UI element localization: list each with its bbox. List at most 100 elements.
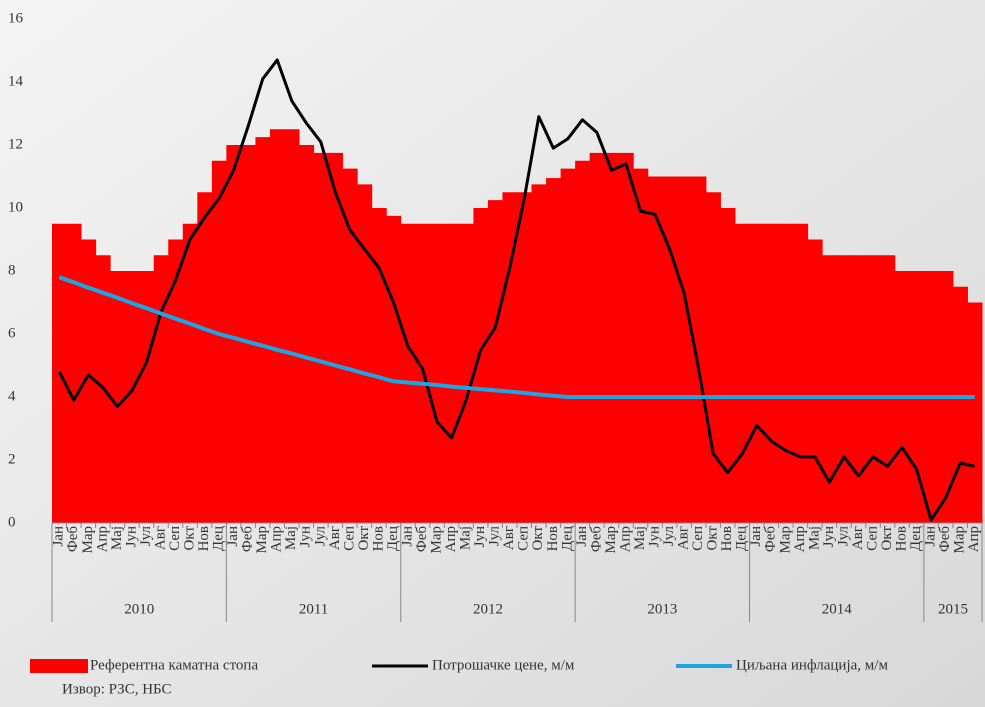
rate-bar — [197, 192, 213, 523]
rate-bar — [400, 223, 416, 523]
x-tick-label: Јун — [646, 526, 662, 547]
x-tick-label: Сеп — [864, 526, 880, 551]
rate-bar — [560, 168, 576, 523]
rate-bar — [502, 192, 518, 523]
rate-bar — [734, 223, 750, 523]
x-tick-label: Мар — [254, 526, 270, 554]
year-label: 2010 — [124, 601, 154, 617]
x-tick-label: Феб — [65, 526, 81, 553]
x-tick-label: Апр — [792, 526, 808, 552]
legend-label: Потрошачке цене, м/м — [432, 657, 575, 673]
rate-bar — [705, 192, 721, 523]
rate-bar — [124, 271, 140, 523]
x-tick-label: Јун — [472, 526, 488, 547]
rate-bar — [647, 176, 663, 523]
x-tick-label: Окт — [530, 526, 546, 551]
x-tick-label: Јул — [312, 525, 328, 546]
rate-bar — [720, 208, 736, 523]
rate-bar — [182, 223, 198, 523]
x-tick-label: Окт — [879, 526, 895, 551]
x-tick-label: Мај — [109, 526, 125, 550]
x-tick-label: Мар — [952, 526, 968, 554]
x-tick-label: Јун — [298, 526, 314, 547]
x-tick-label: Авг — [676, 526, 692, 550]
rate-bar — [865, 255, 881, 523]
rate-bar — [618, 152, 634, 523]
x-tick-label: Окт — [356, 526, 372, 551]
y-tick-label: 6 — [8, 325, 16, 341]
rate-bar — [604, 152, 620, 523]
x-tick-label: Авг — [501, 526, 517, 550]
x-tick-label: Мар — [777, 526, 793, 554]
x-tick-label: Окт — [705, 526, 721, 551]
rate-bar — [255, 137, 271, 523]
line — [58, 275, 975, 399]
rate-bar — [487, 200, 503, 523]
source: Извор: РЗС, НБС — [62, 681, 172, 697]
rate-bar — [880, 255, 896, 523]
x-tick-label: Мај — [632, 526, 648, 550]
rate-bar — [342, 168, 358, 523]
x-tick-label: Јан — [225, 526, 241, 547]
rate-bar — [575, 160, 591, 523]
rate-bar — [952, 286, 968, 523]
x-tick-label: Феб — [240, 526, 256, 553]
rate-bar — [269, 129, 285, 523]
x-tick-label: Јун — [123, 526, 139, 547]
rate-bar — [110, 271, 126, 523]
x-tick-label: Дец — [385, 526, 401, 551]
x-tick-label: Јан — [399, 526, 415, 547]
rate-bar — [807, 239, 823, 523]
rate-bar — [633, 168, 649, 523]
x-tick-label: Дец — [908, 526, 924, 551]
x-tick-label: Окт — [181, 526, 197, 551]
rate-bar — [589, 152, 605, 523]
rate-bar — [153, 255, 169, 523]
rate-bar — [299, 145, 315, 523]
rate-bar — [517, 192, 533, 523]
x-tick-label: Сеп — [341, 526, 357, 551]
year-label: 2014 — [822, 601, 853, 617]
rate-bar — [778, 223, 794, 523]
legend-label: Референтна каматна стопа — [90, 657, 258, 673]
x-tick-label: Нов — [370, 526, 386, 551]
rate-bar — [386, 215, 402, 523]
x-tick-label: Феб — [763, 526, 779, 553]
rate-bar — [284, 129, 300, 523]
rate-bar — [81, 239, 97, 523]
x-tick-label: Јан — [574, 526, 590, 547]
x-tick-label: Апр — [269, 526, 285, 552]
rate-bar — [139, 271, 155, 523]
x-tick-label: Мар — [80, 526, 96, 554]
rate-bar — [371, 208, 387, 523]
x-tick-label: Мај — [283, 526, 299, 550]
year-label: 2015 — [938, 601, 968, 617]
x-tick-label: Авг — [152, 526, 168, 550]
x-tick-label: Апр — [966, 526, 982, 552]
year-label: 2012 — [473, 601, 503, 617]
x-tick-label: Јан — [923, 526, 939, 547]
rate-bar — [328, 152, 344, 523]
x-tick-label: Нов — [545, 526, 561, 551]
x-tick-label: Јун — [821, 526, 837, 547]
x-tick-label: Феб — [414, 526, 430, 553]
y-tick-label: 10 — [8, 199, 23, 215]
y-tick-label: 16 — [8, 10, 24, 26]
rate-bar — [822, 255, 838, 523]
x-tick-label: Мај — [458, 526, 474, 550]
x-tick-label: Авг — [850, 526, 866, 550]
rate-bar — [749, 223, 765, 523]
x-tick-label: Мар — [429, 526, 445, 554]
rate-bar — [967, 302, 983, 523]
x-tick-label: Сеп — [167, 526, 183, 551]
y-tick-label: 8 — [8, 262, 16, 278]
y-tick-label: 12 — [8, 136, 23, 152]
x-tick-label: Нов — [894, 526, 910, 551]
x-tick-label: Нов — [196, 526, 212, 551]
x-tick-label: Јул — [487, 525, 503, 546]
rate-bar — [764, 223, 780, 523]
rate-bar — [168, 239, 184, 523]
y-tick-label: 0 — [8, 514, 16, 530]
